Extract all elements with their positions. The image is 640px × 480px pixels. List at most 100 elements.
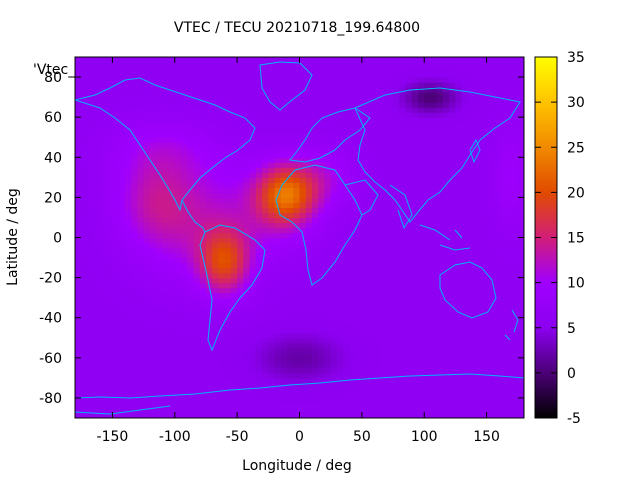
heatmap-cell: [93, 182, 101, 188]
heatmap-cell: [368, 362, 375, 369]
heatmap-cell: [81, 317, 89, 324]
heatmap-cell: [442, 222, 450, 229]
heatmap-cell: [467, 402, 475, 409]
heatmap-cell: [499, 257, 506, 264]
heatmap-cell: [374, 322, 382, 329]
heatmap-cell: [224, 112, 232, 118]
heatmap-cell: [137, 412, 145, 418]
heatmap-cell: [280, 212, 288, 219]
heatmap-cell: [299, 112, 307, 118]
heatmap-cell: [405, 282, 413, 289]
heatmap-cell: [399, 372, 407, 379]
heatmap-cell: [81, 202, 89, 209]
heatmap-cell: [455, 322, 463, 329]
heatmap-cell: [336, 187, 344, 193]
heatmap-cell: [237, 397, 244, 404]
heatmap-cell: [249, 342, 257, 349]
heatmap-cell: [274, 347, 282, 354]
heatmap-cell: [386, 347, 394, 354]
heatmap-cell: [393, 397, 400, 404]
heatmap-cell: [474, 77, 481, 83]
heatmap-cell: [255, 372, 263, 379]
heatmap-cell: [149, 277, 157, 284]
heatmap-cell: [467, 157, 475, 163]
heatmap-cell: [218, 362, 226, 369]
heatmap-cell: [280, 152, 288, 158]
heatmap-cell: [305, 87, 313, 93]
heatmap-cell: [75, 282, 82, 289]
heatmap-cell: [187, 302, 195, 309]
heatmap-cell: [181, 152, 188, 158]
heatmap-cell: [455, 162, 463, 168]
heatmap-cell: [193, 57, 201, 63]
heatmap-cell: [87, 77, 95, 83]
heatmap-cell: [174, 337, 182, 344]
heatmap-cell: [299, 212, 307, 219]
heatmap-cell: [380, 152, 388, 158]
heatmap-cell: [174, 92, 182, 98]
heatmap-cell: [424, 122, 432, 128]
heatmap-cell: [405, 222, 413, 229]
heatmap-cell: [87, 412, 95, 418]
heatmap-cell: [93, 302, 101, 309]
heatmap-cell: [405, 247, 413, 254]
heatmap-cell: [249, 92, 257, 98]
heatmap-cell: [205, 287, 213, 294]
heatmap-cell: [486, 92, 494, 98]
heatmap-cell: [262, 317, 269, 324]
heatmap-cell: [461, 127, 469, 133]
heatmap-cell: [249, 127, 257, 133]
heatmap-cell: [318, 372, 326, 379]
heatmap-cell: [243, 227, 251, 234]
heatmap-cell: [124, 357, 132, 364]
heatmap-cell: [424, 102, 432, 108]
heatmap-cell: [93, 287, 101, 294]
heatmap-cell: [224, 267, 232, 274]
heatmap-cell: [368, 352, 375, 359]
heatmap-cell: [243, 332, 251, 339]
heatmap-cell: [343, 382, 350, 389]
heatmap-cell: [93, 312, 101, 319]
heatmap-cell: [436, 392, 444, 399]
heatmap-cell: [374, 377, 382, 384]
heatmap-cell: [249, 287, 257, 294]
heatmap-cell: [499, 112, 506, 118]
heatmap-cell: [393, 327, 400, 334]
heatmap-cell: [436, 162, 444, 168]
heatmap-cell: [237, 82, 244, 88]
heatmap-cell: [137, 357, 145, 364]
heatmap-cell: [368, 287, 375, 294]
heatmap-cell: [131, 87, 138, 93]
heatmap-cell: [368, 342, 375, 349]
heatmap-cell: [131, 62, 138, 68]
heatmap-cell: [112, 132, 120, 138]
heatmap-cell: [75, 392, 82, 399]
heatmap-cell: [417, 207, 425, 214]
heatmap-cell: [181, 392, 188, 399]
heatmap-cell: [124, 67, 132, 73]
heatmap-cell: [343, 197, 350, 203]
heatmap-cell: [305, 412, 313, 418]
heatmap-cell: [156, 407, 163, 414]
heatmap-cell: [249, 302, 257, 309]
heatmap-cell: [380, 107, 388, 113]
heatmap-cell: [461, 92, 469, 98]
heatmap-cell: [149, 382, 157, 389]
heatmap-cell: [181, 72, 188, 78]
heatmap-cell: [336, 67, 344, 73]
heatmap-cell: [280, 122, 288, 128]
heatmap-cell: [336, 317, 344, 324]
heatmap-cell: [368, 402, 375, 409]
heatmap-cell: [280, 192, 288, 198]
heatmap-cell: [467, 327, 475, 334]
heatmap-cell: [181, 287, 188, 294]
heatmap-cell: [87, 217, 95, 224]
heatmap-cell: [218, 162, 226, 168]
heatmap-cell: [87, 57, 95, 63]
heatmap-cell: [293, 237, 301, 244]
heatmap-cell: [249, 392, 257, 399]
heatmap-cell: [193, 182, 201, 188]
heatmap-cell: [380, 62, 388, 68]
heatmap-cell: [486, 402, 494, 409]
heatmap-cell: [156, 227, 163, 234]
